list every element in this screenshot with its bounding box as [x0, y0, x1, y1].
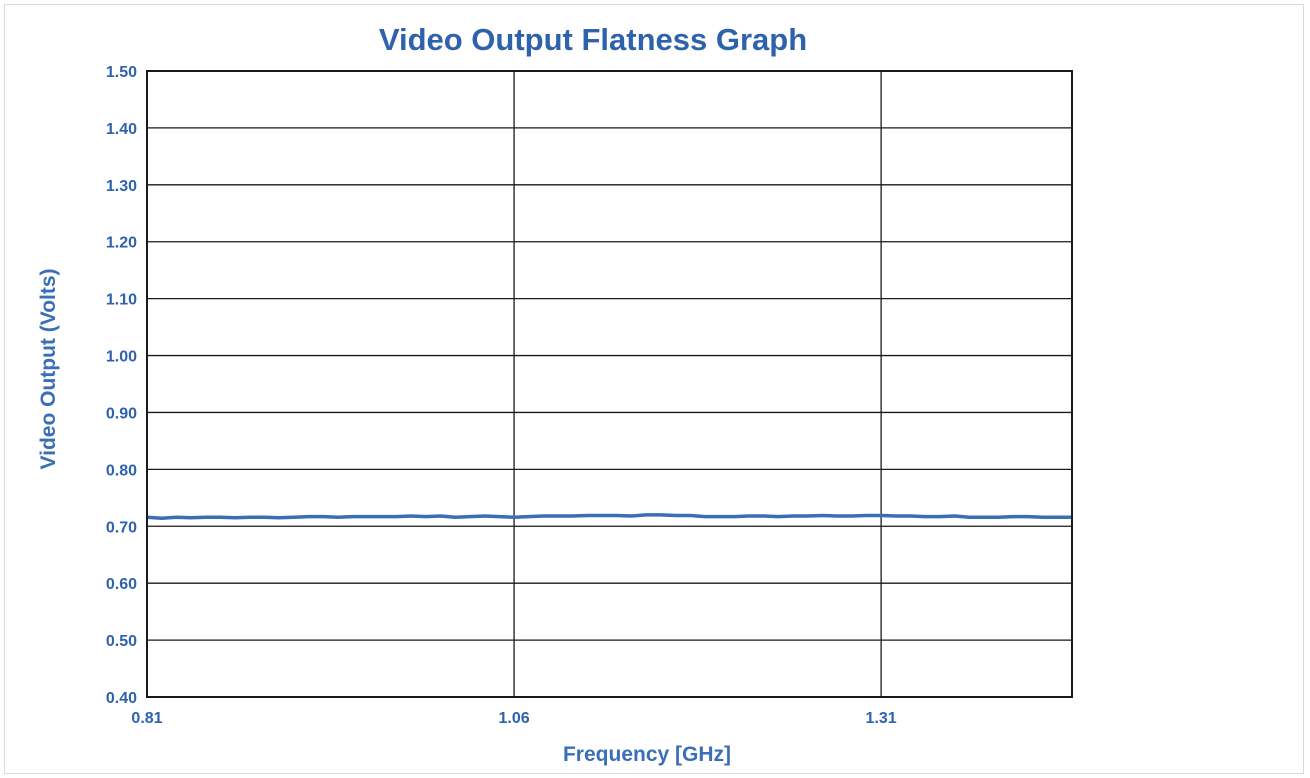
y-tick-label: 0.70: [106, 519, 137, 536]
series-layer: [146, 513, 1072, 521]
y-tick-label: 1.40: [106, 121, 137, 138]
y-tick-label: 1.50: [106, 64, 137, 81]
y-tick-label: 0.50: [106, 633, 137, 650]
series-line: [146, 513, 1072, 521]
y-tick-label: 0.80: [106, 462, 137, 479]
line-chart: 0.40 0.50 0.60 0.70 0.80 0.90 1.00 1.10 1.20 1.30…: [37, 22, 1073, 766]
y-tick-label: 1.20: [106, 235, 137, 252]
plot-area-border: [146, 70, 1073, 698]
y-tick-label: 1.30: [106, 178, 137, 195]
x-tick-labels: 0.81 1.06 1.31: [131, 710, 896, 727]
x-axis-title: Frequency [GHz]: [563, 743, 731, 766]
y-tick-label: 0.40: [106, 690, 137, 707]
y-tick-label: 0.90: [106, 405, 137, 422]
y-tick-label: 0.60: [106, 576, 137, 593]
y-tick-label: 1.00: [106, 349, 137, 366]
chart-title: Video Output Flatness Graph: [379, 22, 807, 57]
x-tick-label: 1.06: [498, 710, 529, 727]
x-tick-label: 1.31: [866, 710, 897, 727]
y-tick-label: 1.10: [106, 292, 137, 309]
y-axis-title: Video Output (Volts): [37, 268, 60, 469]
chart-frame: 0.40 0.50 0.60 0.70 0.80 0.90 1.00 1.10 1.20 1.30…: [4, 4, 1304, 774]
gridlines: [146, 70, 1072, 698]
x-tick-label: 0.81: [131, 710, 162, 727]
y-tick-labels: 0.40 0.50 0.60 0.70 0.80 0.90 1.00 1.10 1.20 1.30…: [106, 64, 137, 707]
